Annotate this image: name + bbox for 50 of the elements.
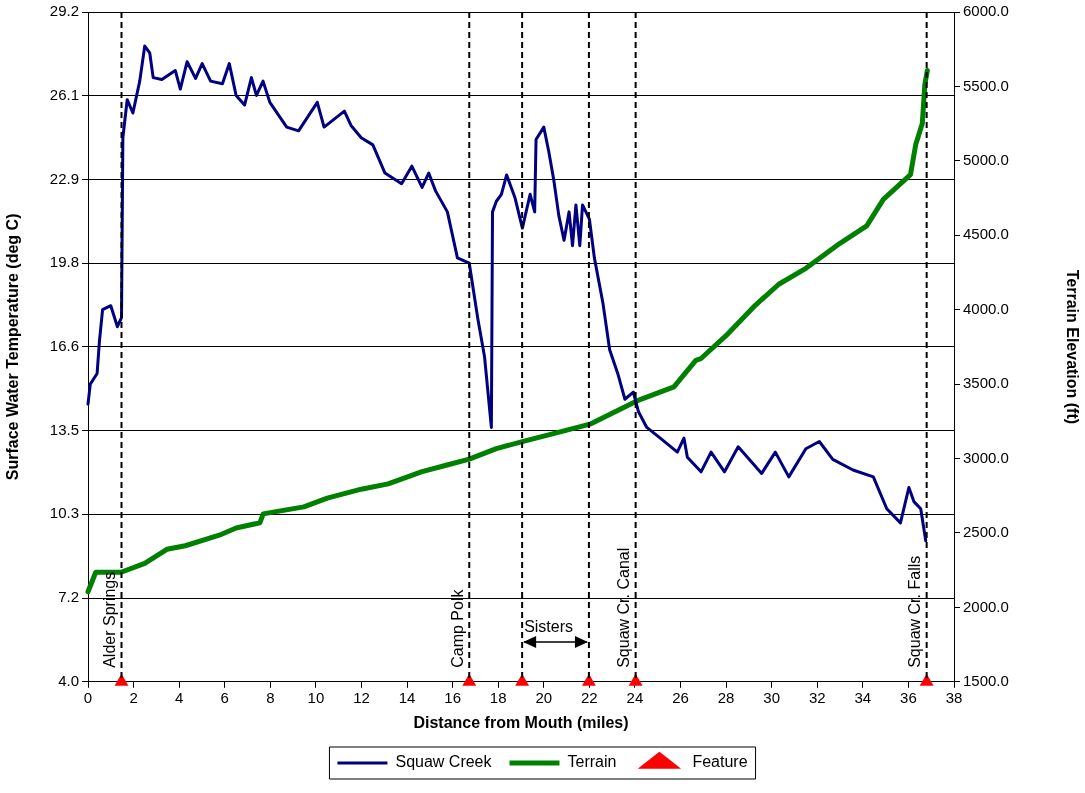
legend-label: Squaw Creek: [395, 753, 493, 771]
y2-tick-label: 5000.0: [963, 150, 1009, 168]
y-tick-label: 13.5: [49, 420, 79, 438]
x-tick-label: 0: [83, 688, 93, 706]
y-tick-label: 16.6: [49, 337, 79, 355]
y2-tick-label: 3000.0: [963, 448, 1009, 466]
x-tick-label: 22: [581, 688, 598, 706]
ref-line-label: Camp Polk: [448, 588, 466, 668]
y2-tick-label: 4000.0: [963, 299, 1009, 317]
x-tick-label: 30: [763, 688, 781, 706]
y2-axis-title: Terrain Elevation (ft): [1063, 269, 1081, 425]
y2-tick-label: 2500.0: [963, 523, 1009, 541]
x-tick-label: 34: [854, 688, 872, 706]
y2-tick-label: 1500.0: [963, 671, 1009, 689]
x-tick-label: 14: [398, 688, 416, 706]
x-tick-label: 24: [626, 688, 644, 706]
y2-tick-label: 6000.0: [963, 2, 1009, 20]
y-tick-label: 4.0: [58, 671, 79, 689]
legend-label: Feature: [692, 753, 748, 771]
legend-label: Terrain: [567, 753, 617, 771]
y-tick-label: 22.9: [49, 169, 79, 187]
y-tick-label: 26.1: [49, 85, 79, 103]
y-tick-label: 10.3: [49, 504, 79, 522]
x-tick-label: 36: [900, 688, 917, 706]
y2-tick-label: 3500.0: [963, 374, 1009, 392]
x-tick-label: 28: [717, 688, 735, 706]
ref-line-label: Squaw Cr. Falls: [906, 555, 924, 668]
x-tick-label: 10: [307, 688, 325, 706]
x-tick-label: 38: [945, 688, 963, 706]
y-tick-label: 29.2: [49, 2, 79, 20]
x-tick-label: 2: [129, 688, 138, 706]
y-axis-title: Surface Water Temperature (deg C): [4, 213, 22, 481]
x-tick-label: 16: [444, 688, 461, 706]
ref-line-label: Alder Springs: [100, 571, 118, 668]
x-tick-label: 12: [353, 688, 370, 706]
x-tick-label: 32: [808, 688, 826, 706]
x-tick-label: 20: [535, 688, 553, 706]
x-axis-title: Distance from Mouth (miles): [413, 713, 629, 731]
y-tick-label: 7.2: [58, 588, 79, 606]
x-tick-label: 26: [672, 688, 689, 706]
y2-tick-label: 4500.0: [963, 225, 1009, 243]
ref-line-label: Squaw Cr. Canal: [615, 547, 633, 668]
y2-tick-label: 5500.0: [963, 76, 1009, 94]
x-tick-label: 6: [220, 688, 229, 706]
y2-tick-label: 2000.0: [963, 597, 1009, 615]
x-tick-label: 8: [266, 688, 275, 706]
x-tick-label: 4: [174, 688, 184, 706]
x-tick-label: 18: [489, 688, 507, 706]
y-tick-label: 19.8: [49, 253, 79, 271]
annotation: Sisters: [524, 618, 574, 636]
